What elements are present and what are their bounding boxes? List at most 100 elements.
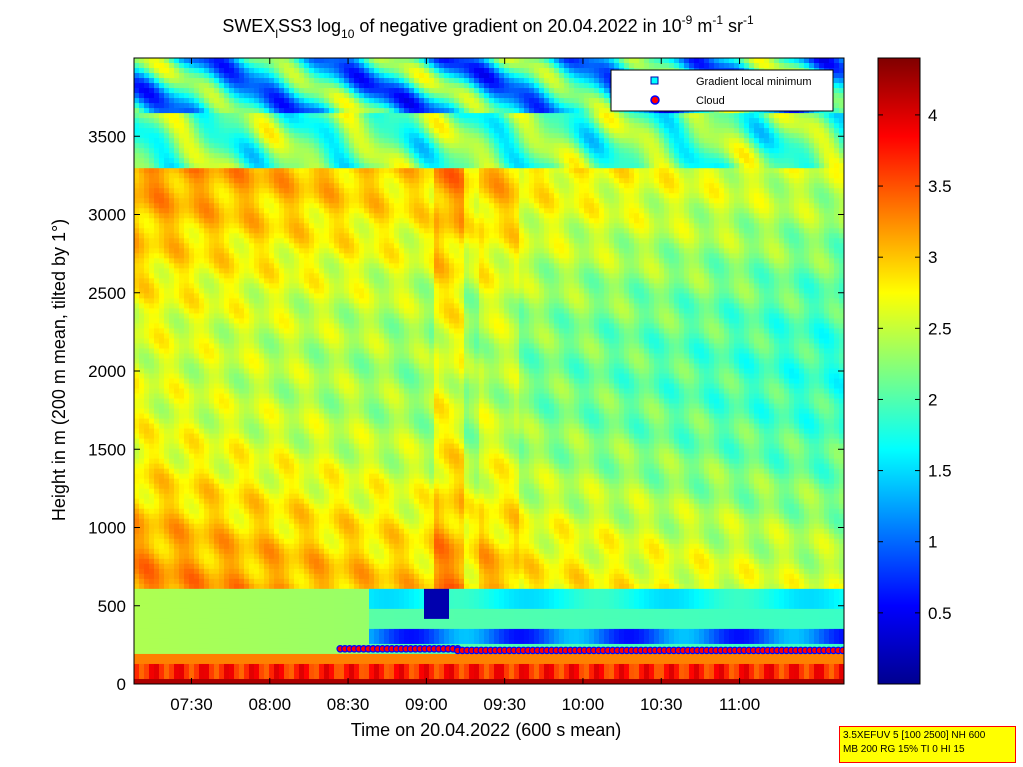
heatmap-cell bbox=[219, 318, 225, 324]
heatmap-cell bbox=[169, 388, 175, 394]
heatmap-cell bbox=[169, 283, 175, 289]
heatmap-cell bbox=[294, 243, 300, 249]
heatmap-cell bbox=[324, 108, 330, 114]
heatmap-cell bbox=[179, 533, 185, 540]
heatmap-cell bbox=[159, 373, 165, 379]
heatmap-cell bbox=[329, 358, 335, 364]
heatmap-cell bbox=[189, 533, 195, 540]
heatmap-cell bbox=[309, 238, 315, 244]
heatmap-cell bbox=[254, 518, 260, 525]
heatmap-cell bbox=[234, 118, 240, 124]
heatmap-cell bbox=[264, 318, 270, 324]
heatmap-cell bbox=[274, 618, 280, 625]
heatmap-cell bbox=[224, 58, 230, 64]
heatmap-cell bbox=[279, 368, 285, 374]
heatmap-cell bbox=[189, 343, 195, 349]
heatmap-cell bbox=[294, 208, 300, 214]
heatmap-cell bbox=[239, 83, 245, 89]
heatmap-cell bbox=[264, 458, 270, 465]
heatmap-cell bbox=[154, 108, 160, 114]
heatmap-cell bbox=[204, 678, 210, 684]
heatmap-cell bbox=[174, 283, 180, 289]
heatmap-cell bbox=[209, 338, 215, 344]
heatmap-cell bbox=[249, 558, 255, 565]
heatmap-cell bbox=[169, 138, 175, 144]
heatmap-cell bbox=[299, 148, 305, 154]
heatmap-cell bbox=[289, 593, 295, 600]
heatmap-cell bbox=[179, 468, 185, 475]
heatmap-cell bbox=[144, 543, 150, 550]
heatmap-cell bbox=[229, 258, 235, 264]
heatmap-cell bbox=[139, 498, 145, 505]
heatmap-cell bbox=[304, 263, 310, 269]
heatmap-cell bbox=[234, 153, 240, 159]
heatmap-cell bbox=[299, 128, 305, 134]
heatmap-cell bbox=[294, 238, 300, 244]
heatmap-cell bbox=[154, 238, 160, 244]
heatmap-cell bbox=[329, 603, 335, 610]
heatmap-cell bbox=[214, 333, 220, 339]
heatmap-cell bbox=[144, 173, 150, 179]
heatmap-cell bbox=[254, 338, 260, 344]
heatmap-cell bbox=[229, 648, 235, 655]
heatmap-cell bbox=[314, 78, 320, 84]
heatmap-cell bbox=[204, 538, 210, 545]
heatmap-cell bbox=[319, 503, 325, 510]
heatmap-cell bbox=[219, 198, 225, 204]
heatmap-cell bbox=[164, 563, 170, 570]
heatmap-cell bbox=[289, 223, 295, 229]
heatmap-cell bbox=[199, 493, 205, 500]
heatmap-cell bbox=[289, 563, 295, 570]
heatmap-cell bbox=[229, 163, 235, 169]
heatmap-cell bbox=[144, 448, 150, 455]
heatmap-cell bbox=[189, 463, 195, 470]
heatmap-cell bbox=[199, 663, 205, 670]
heatmap-cell bbox=[254, 588, 260, 595]
heatmap-cell bbox=[259, 243, 265, 249]
heatmap-cell bbox=[309, 218, 315, 224]
heatmap-cell bbox=[199, 133, 205, 139]
heatmap-cell bbox=[199, 383, 205, 389]
heatmap-cell bbox=[294, 598, 300, 605]
heatmap-cell bbox=[324, 188, 330, 194]
heatmap-cell bbox=[179, 593, 185, 600]
heatmap-cell bbox=[169, 488, 175, 495]
heatmap-cell bbox=[209, 668, 215, 675]
heatmap-cell bbox=[234, 303, 240, 309]
heatmap-cell bbox=[249, 468, 255, 475]
heatmap-cell bbox=[139, 188, 145, 194]
heatmap-cell bbox=[294, 588, 300, 595]
heatmap-cell bbox=[219, 393, 225, 399]
heatmap-cell bbox=[299, 73, 305, 79]
heatmap-cell bbox=[144, 483, 150, 490]
heatmap-cell bbox=[189, 673, 195, 680]
heatmap-cell bbox=[174, 233, 180, 239]
heatmap-cell bbox=[324, 178, 330, 184]
heatmap-cell bbox=[184, 233, 190, 239]
heatmap-cell bbox=[219, 398, 225, 404]
heatmap-cell bbox=[189, 543, 195, 550]
heatmap-cell bbox=[269, 628, 275, 635]
heatmap-cell bbox=[134, 383, 140, 389]
heatmap-cell bbox=[324, 418, 330, 424]
heatmap-cell bbox=[184, 278, 190, 284]
heatmap-cell bbox=[164, 148, 170, 154]
heatmap-cell bbox=[264, 518, 270, 525]
heatmap-cell bbox=[159, 168, 165, 174]
heatmap-cell bbox=[269, 558, 275, 565]
heatmap-cell bbox=[189, 418, 195, 424]
heatmap-cell bbox=[309, 588, 315, 595]
heatmap-cell bbox=[194, 293, 200, 299]
heatmap-cell bbox=[179, 673, 185, 680]
heatmap-cell bbox=[289, 398, 295, 404]
heatmap-cell bbox=[229, 568, 235, 575]
heatmap-cell bbox=[304, 658, 310, 665]
heatmap-cell bbox=[249, 418, 255, 424]
heatmap-cell bbox=[144, 263, 150, 269]
heatmap-cell bbox=[264, 63, 270, 69]
heatmap-cell bbox=[274, 318, 280, 324]
heatmap-cell bbox=[264, 118, 270, 124]
heatmap-cell bbox=[289, 523, 295, 530]
heatmap-cell bbox=[179, 598, 185, 605]
heatmap-cell bbox=[214, 458, 220, 465]
